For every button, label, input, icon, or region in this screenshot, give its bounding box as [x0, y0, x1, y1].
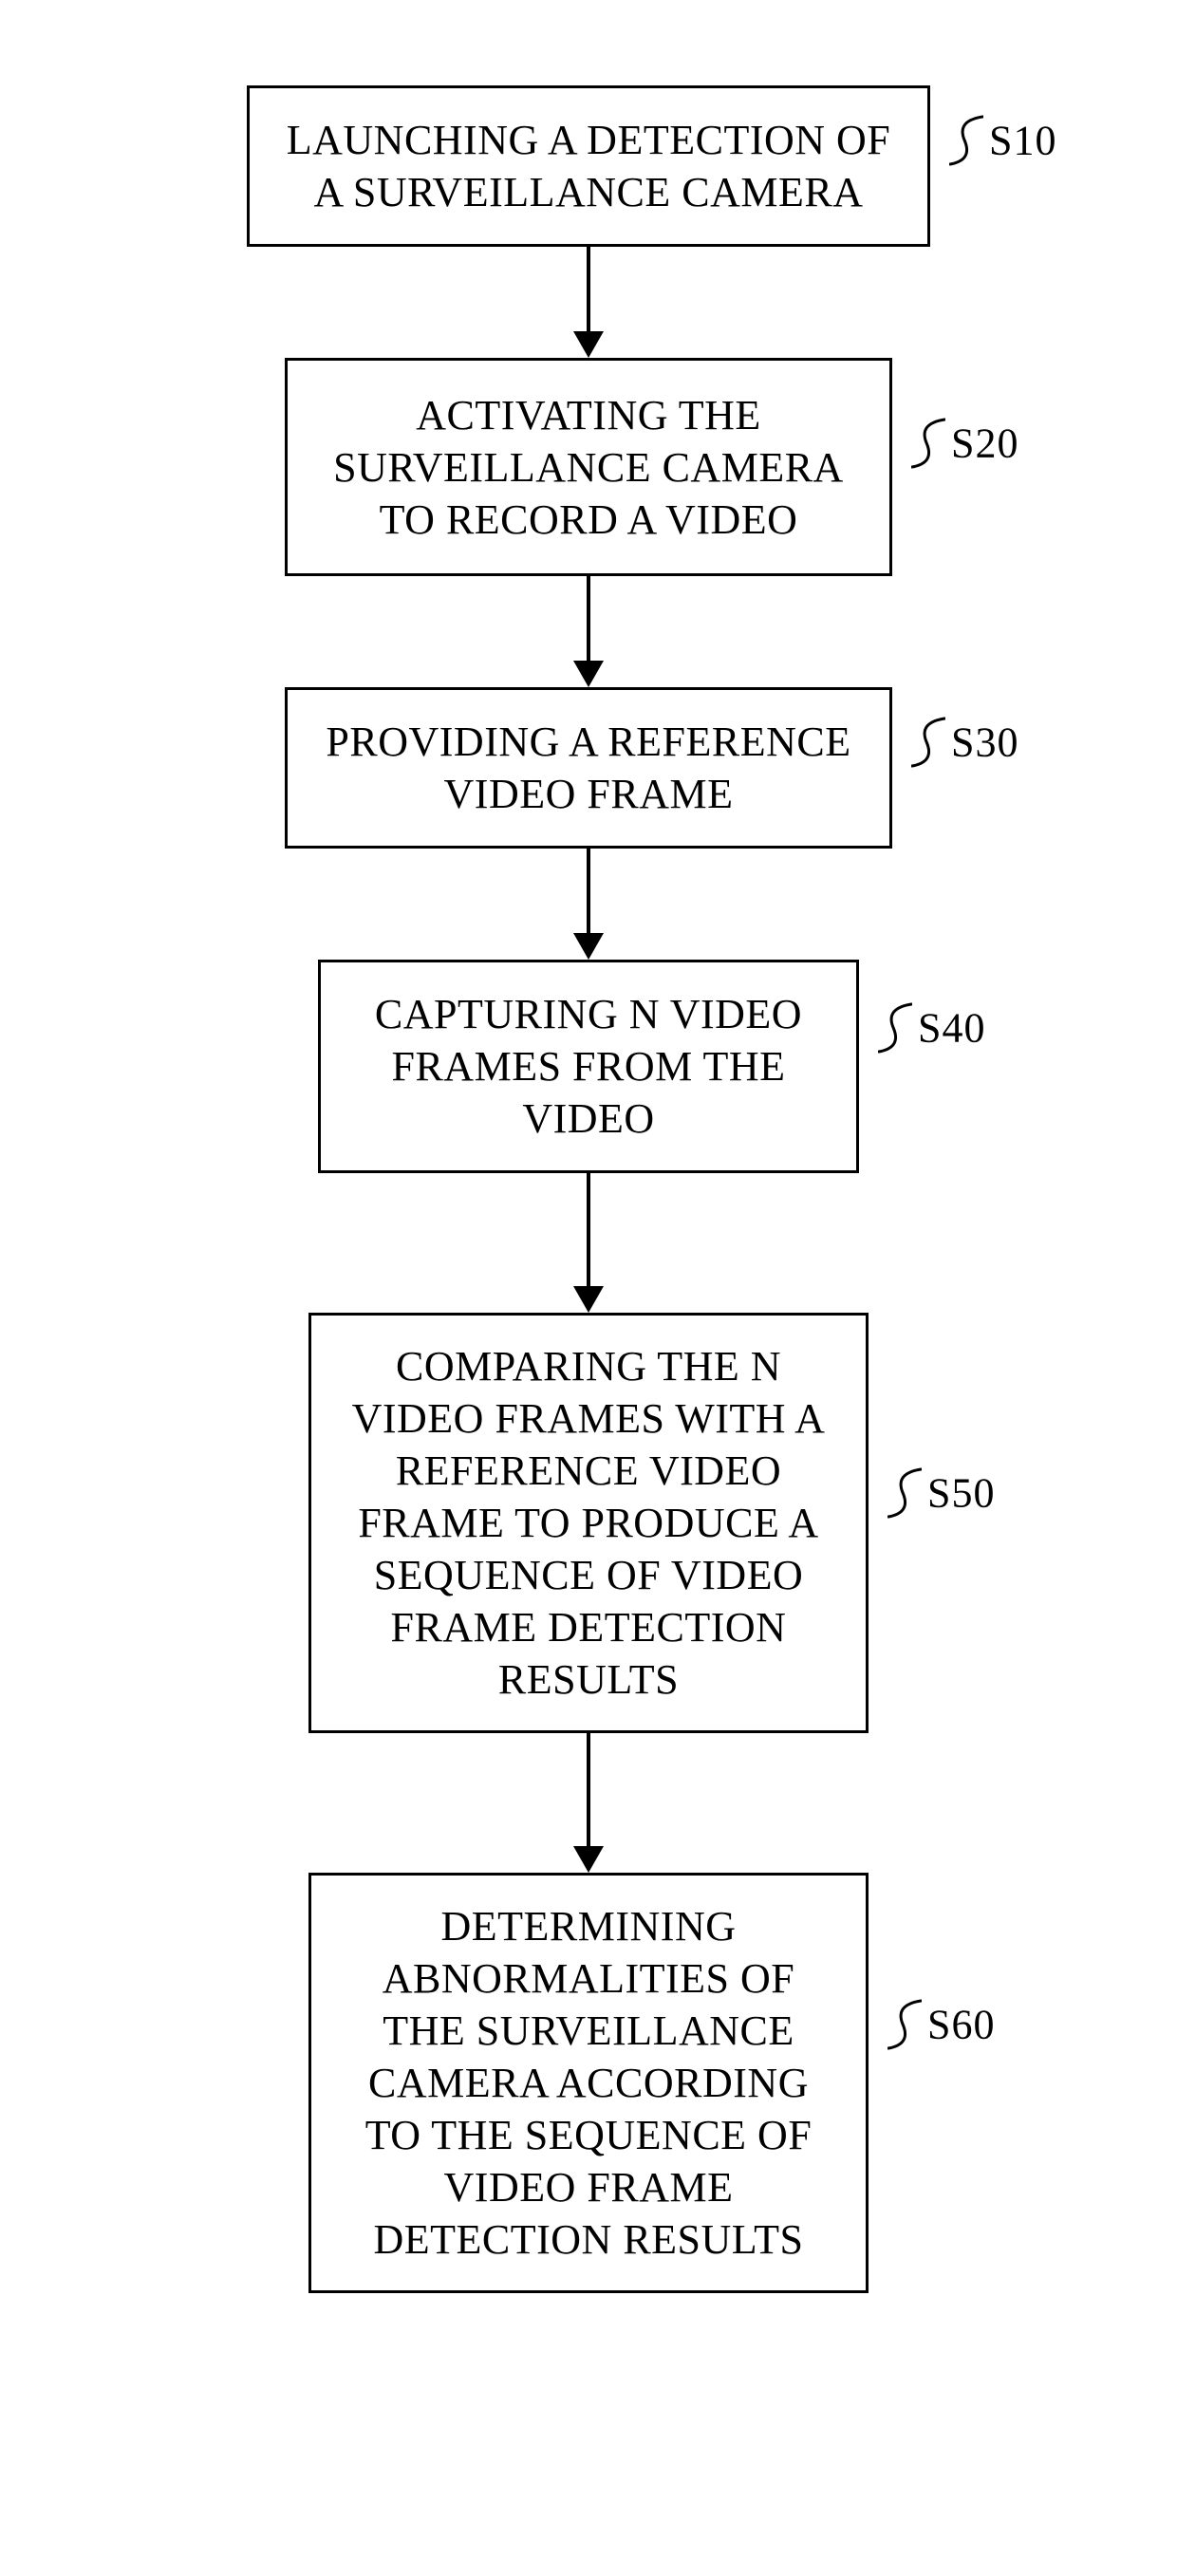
step-label: S30: [911, 714, 1018, 771]
flowchart-arrow: [573, 1733, 604, 1873]
flowchart-step: LAUNCHING A DETECTION OF A SURVEILLANCE …: [247, 85, 930, 247]
arrow-shaft: [587, 247, 590, 332]
flowchart-step: COMPARING THE N VIDEO FRAMES WITH A REFE…: [308, 1313, 869, 1733]
step-label: S10: [949, 112, 1056, 169]
step-label: S40: [878, 999, 985, 1056]
flowchart-container: LAUNCHING A DETECTION OF A SURVEILLANCE …: [247, 85, 930, 2293]
flowchart-box-text: PROVIDING A REFERENCE VIDEO FRAME: [316, 716, 861, 820]
step-label: S20: [911, 415, 1018, 472]
flowchart-arrow: [573, 576, 604, 687]
flowchart-box: COMPARING THE N VIDEO FRAMES WITH A REFE…: [308, 1313, 869, 1733]
flowchart-arrow: [573, 849, 604, 960]
flowchart-box: ACTIVATING THE SURVEILLANCE CAMERA TO RE…: [285, 358, 892, 576]
arrow-shaft: [587, 1733, 590, 1847]
arrow-head-icon: [573, 331, 604, 358]
flowchart-step: DETERMINING ABNORMALITIES OF THE SURVEIL…: [308, 1873, 869, 2293]
flowchart-box: CAPTURING N VIDEO FRAMES FROM THE VIDEO: [318, 960, 859, 1173]
arrow-head-icon: [573, 661, 604, 687]
flowchart-step: PROVIDING A REFERENCE VIDEO FRAME S30: [285, 687, 892, 849]
arrow-shaft: [587, 849, 590, 934]
flowchart-box-text: COMPARING THE N VIDEO FRAMES WITH A REFE…: [340, 1340, 837, 1706]
flowchart-box-text: ACTIVATING THE SURVEILLANCE CAMERA TO RE…: [316, 389, 861, 546]
step-label-text: S50: [927, 1470, 995, 1517]
flowchart-arrow: [573, 247, 604, 358]
step-label: S60: [887, 1996, 995, 2053]
arrow-head-icon: [573, 1846, 604, 1873]
flowchart-box-text: LAUNCHING A DETECTION OF A SURVEILLANCE …: [278, 114, 899, 218]
step-label-text: S10: [989, 118, 1056, 164]
flowchart-box: PROVIDING A REFERENCE VIDEO FRAME: [285, 687, 892, 849]
flowchart-box-text: DETERMINING ABNORMALITIES OF THE SURVEIL…: [340, 1900, 837, 2266]
flowchart-box-text: CAPTURING N VIDEO FRAMES FROM THE VIDEO: [349, 988, 828, 1145]
step-label-text: S20: [951, 420, 1018, 467]
arrow-head-icon: [573, 1286, 604, 1313]
step-label: S50: [887, 1465, 995, 1521]
arrow-shaft: [587, 1173, 590, 1287]
flowchart-box: DETERMINING ABNORMALITIES OF THE SURVEIL…: [308, 1873, 869, 2293]
flowchart-arrow: [573, 1173, 604, 1313]
flowchart-step: CAPTURING N VIDEO FRAMES FROM THE VIDEO …: [318, 960, 859, 1173]
arrow-shaft: [587, 576, 590, 662]
step-label-text: S60: [927, 2002, 995, 2048]
step-label-text: S40: [918, 1005, 985, 1052]
flowchart-box: LAUNCHING A DETECTION OF A SURVEILLANCE …: [247, 85, 930, 247]
arrow-head-icon: [573, 933, 604, 960]
flowchart-step: ACTIVATING THE SURVEILLANCE CAMERA TO RE…: [285, 358, 892, 576]
step-label-text: S30: [951, 719, 1018, 766]
